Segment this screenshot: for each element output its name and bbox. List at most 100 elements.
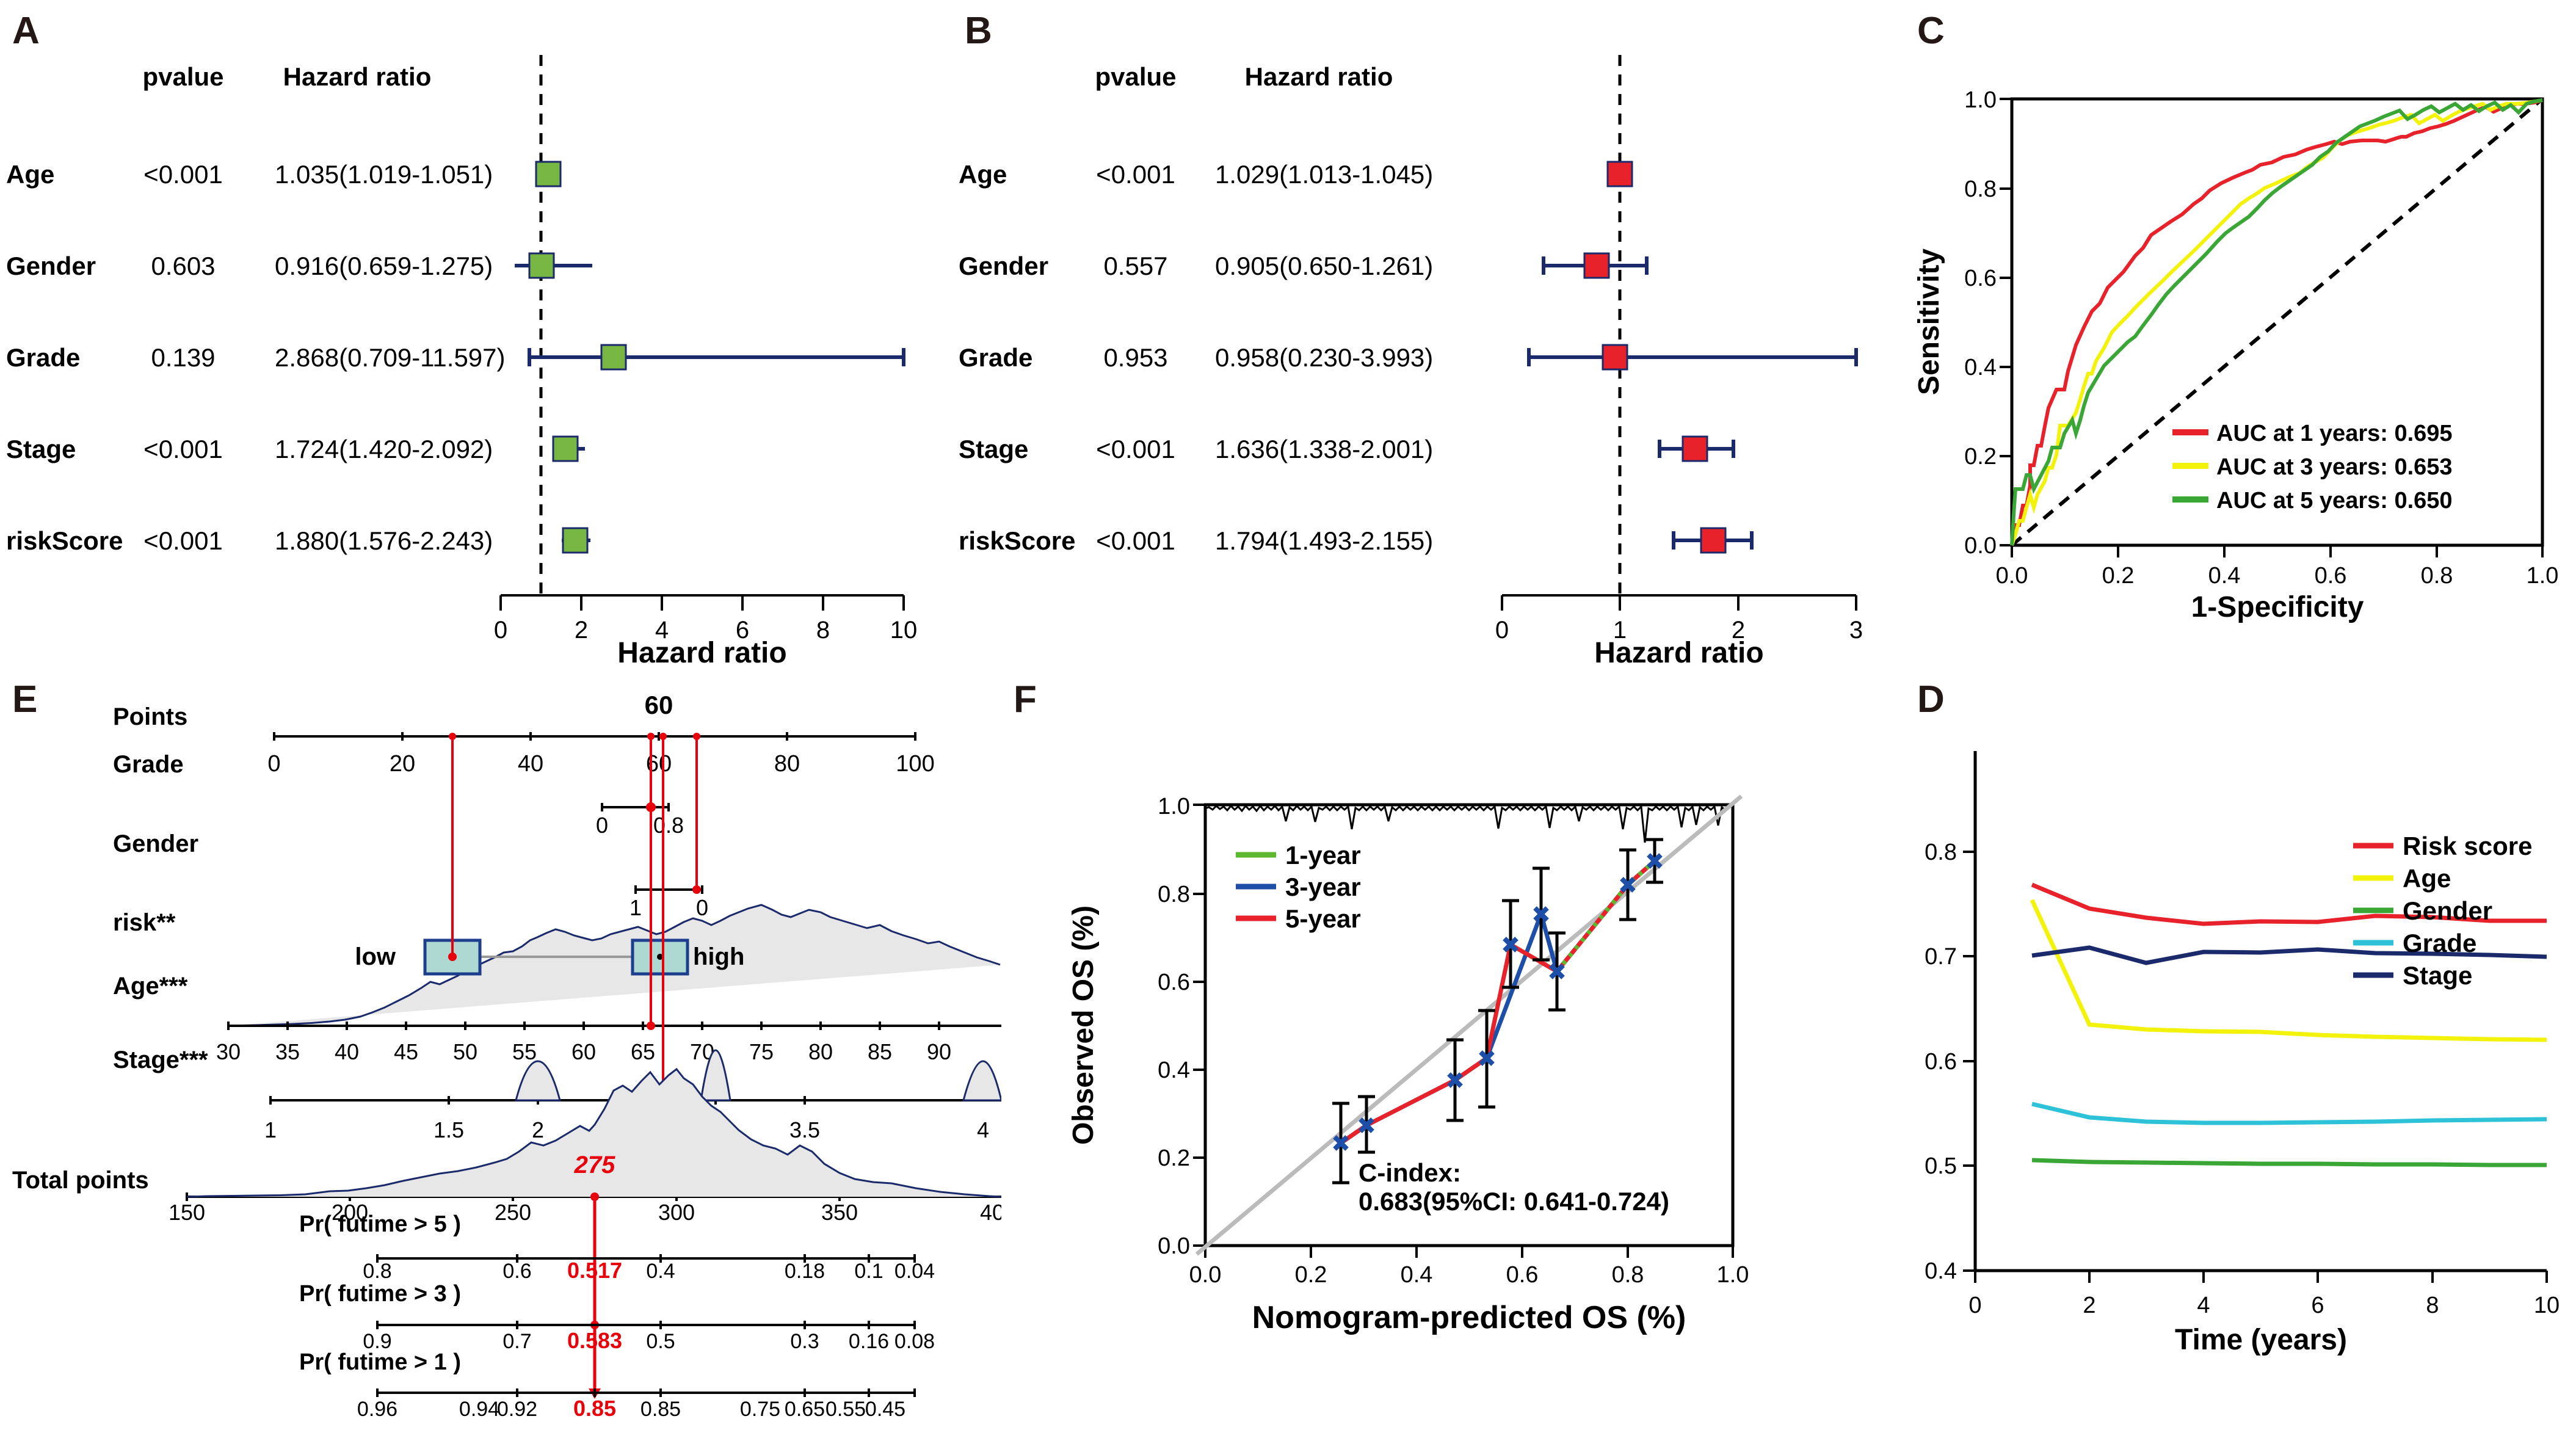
svg-text:100: 100 (896, 751, 934, 777)
svg-text:0.6: 0.6 (1506, 1262, 1539, 1288)
svg-text:0.16: 0.16 (849, 1330, 889, 1353)
svg-text:3-year: 3-year (1285, 873, 1361, 901)
svg-text:Age: Age (6, 160, 54, 189)
svg-text:275: 275 (574, 1152, 615, 1178)
svg-text:75: 75 (749, 1039, 774, 1064)
svg-text:C-index:: C-index: (1359, 1158, 1461, 1187)
svg-text:0.6: 0.6 (2315, 563, 2347, 589)
svg-text:<0.001: <0.001 (1096, 435, 1175, 463)
svg-text:Gender: Gender (959, 252, 1048, 280)
svg-text:Hazard ratio: Hazard ratio (283, 62, 432, 91)
svg-text:Stage: Stage (6, 435, 76, 463)
svg-text:low: low (355, 943, 396, 970)
svg-text:0.55: 0.55 (825, 1398, 866, 1421)
svg-text:0.8: 0.8 (2421, 563, 2453, 589)
svg-text:0.8: 0.8 (1612, 1262, 1644, 1288)
svg-text:Risk score: Risk score (2403, 832, 2532, 860)
svg-text:Grade: Grade (959, 343, 1032, 372)
svg-text:0.2: 0.2 (1295, 1262, 1327, 1288)
svg-text:0.3: 0.3 (790, 1330, 819, 1353)
svg-text:250: 250 (495, 1200, 531, 1225)
svg-text:0.5: 0.5 (646, 1330, 675, 1353)
svg-text:1.880(1.576-2.243): 1.880(1.576-2.243) (275, 526, 493, 555)
svg-text:20: 20 (390, 751, 415, 777)
svg-text:Grade: Grade (2403, 929, 2476, 957)
svg-text:30: 30 (216, 1039, 241, 1064)
svg-text:high: high (693, 943, 744, 970)
svg-text:Pr( futime > 3 ): Pr( futime > 3 ) (299, 1281, 461, 1307)
svg-text:400: 400 (980, 1200, 1001, 1225)
svg-text:0.96: 0.96 (357, 1398, 397, 1421)
svg-text:0: 0 (1968, 1293, 1981, 1318)
svg-text:0.0: 0.0 (1158, 1233, 1190, 1259)
svg-text:Gender: Gender (6, 252, 96, 280)
svg-text:<0.001: <0.001 (1096, 526, 1175, 555)
svg-text:1-year: 1-year (1285, 841, 1361, 869)
svg-text:1.035(1.019-1.051): 1.035(1.019-1.051) (275, 160, 493, 189)
svg-text:0: 0 (1495, 617, 1509, 644)
svg-text:350: 350 (821, 1200, 858, 1225)
svg-text:0.92: 0.92 (497, 1398, 537, 1421)
svg-text:0.0: 0.0 (1189, 1262, 1222, 1288)
svg-text:0.4: 0.4 (1925, 1258, 1957, 1284)
svg-text:0.1: 0.1 (854, 1260, 883, 1283)
svg-text:Total points: Total points (12, 1167, 149, 1194)
svg-text:0.6: 0.6 (1964, 266, 1997, 291)
svg-text:90: 90 (927, 1039, 951, 1064)
svg-text:4: 4 (2197, 1293, 2210, 1318)
svg-text:Sensitivity: Sensitivity (1913, 249, 1945, 395)
svg-text:0.94: 0.94 (459, 1398, 499, 1421)
svg-text:0.603: 0.603 (151, 252, 215, 280)
svg-text:Points: Points (113, 703, 187, 730)
svg-text:<0.001: <0.001 (143, 160, 223, 189)
svg-text:0.8: 0.8 (1964, 176, 1997, 202)
svg-text:0.6: 0.6 (1158, 970, 1190, 995)
svg-text:80: 80 (774, 751, 800, 777)
svg-text:0.916(0.659-1.275): 0.916(0.659-1.275) (275, 252, 493, 280)
svg-text:0.4: 0.4 (1158, 1058, 1190, 1083)
svg-text:0.8: 0.8 (1925, 840, 1957, 865)
svg-text:1: 1 (629, 895, 642, 920)
svg-text:riskScore: riskScore (6, 526, 123, 555)
svg-text:0.45: 0.45 (865, 1398, 905, 1421)
svg-text:Gender: Gender (2403, 896, 2492, 925)
svg-text:Hazard ratio: Hazard ratio (1594, 637, 1763, 666)
svg-text:Gender: Gender (113, 830, 198, 857)
svg-text:Pr( futime > 1 ): Pr( futime > 1 ) (299, 1349, 461, 1375)
svg-text:300: 300 (658, 1200, 695, 1225)
svg-text:0.905(0.650-1.261): 0.905(0.650-1.261) (1215, 252, 1433, 280)
svg-text:risk**: risk** (113, 909, 176, 936)
svg-text:0: 0 (596, 813, 608, 838)
svg-text:Time (years): Time (years) (2175, 1324, 2347, 1356)
svg-text:40: 40 (335, 1039, 359, 1064)
svg-text:150: 150 (169, 1200, 205, 1225)
svg-text:0.85: 0.85 (640, 1398, 681, 1421)
svg-text:Nomogram-predicted OS (%): Nomogram-predicted OS (%) (1252, 1300, 1686, 1335)
svg-text:AUC at 3 years: 0.653: AUC at 3 years: 0.653 (2216, 454, 2453, 480)
svg-text:<0.001: <0.001 (143, 435, 223, 463)
svg-text:65: 65 (631, 1039, 655, 1064)
svg-text:0.953: 0.953 (1103, 343, 1167, 372)
svg-text:0.6: 0.6 (503, 1260, 531, 1283)
svg-text:<0.001: <0.001 (1096, 160, 1175, 189)
svg-text:0.4: 0.4 (1401, 1262, 1433, 1288)
svg-text:0.18: 0.18 (785, 1260, 825, 1283)
svg-text:0.4: 0.4 (1964, 355, 1997, 380)
svg-text:0.04: 0.04 (894, 1260, 935, 1283)
svg-text:1.794(1.493-2.155): 1.794(1.493-2.155) (1215, 526, 1433, 555)
svg-text:0.8: 0.8 (1158, 882, 1190, 907)
svg-text:riskScore: riskScore (959, 526, 1075, 555)
svg-text:35: 35 (275, 1039, 300, 1064)
svg-text:10: 10 (890, 617, 918, 644)
svg-text:60: 60 (571, 1039, 596, 1064)
svg-text:Grade: Grade (113, 751, 184, 778)
svg-text:2: 2 (532, 1117, 544, 1142)
svg-text:40: 40 (518, 751, 543, 777)
svg-text:0.75: 0.75 (740, 1398, 780, 1421)
svg-text:1.0: 1.0 (1158, 794, 1190, 819)
svg-text:1.0: 1.0 (1964, 87, 1997, 113)
svg-text:50: 50 (453, 1039, 477, 1064)
svg-text:1.0: 1.0 (1717, 1262, 1749, 1288)
svg-text:0.0: 0.0 (1964, 533, 1997, 559)
svg-text:AUC at 1 years: 0.695: AUC at 1 years: 0.695 (2216, 421, 2453, 446)
